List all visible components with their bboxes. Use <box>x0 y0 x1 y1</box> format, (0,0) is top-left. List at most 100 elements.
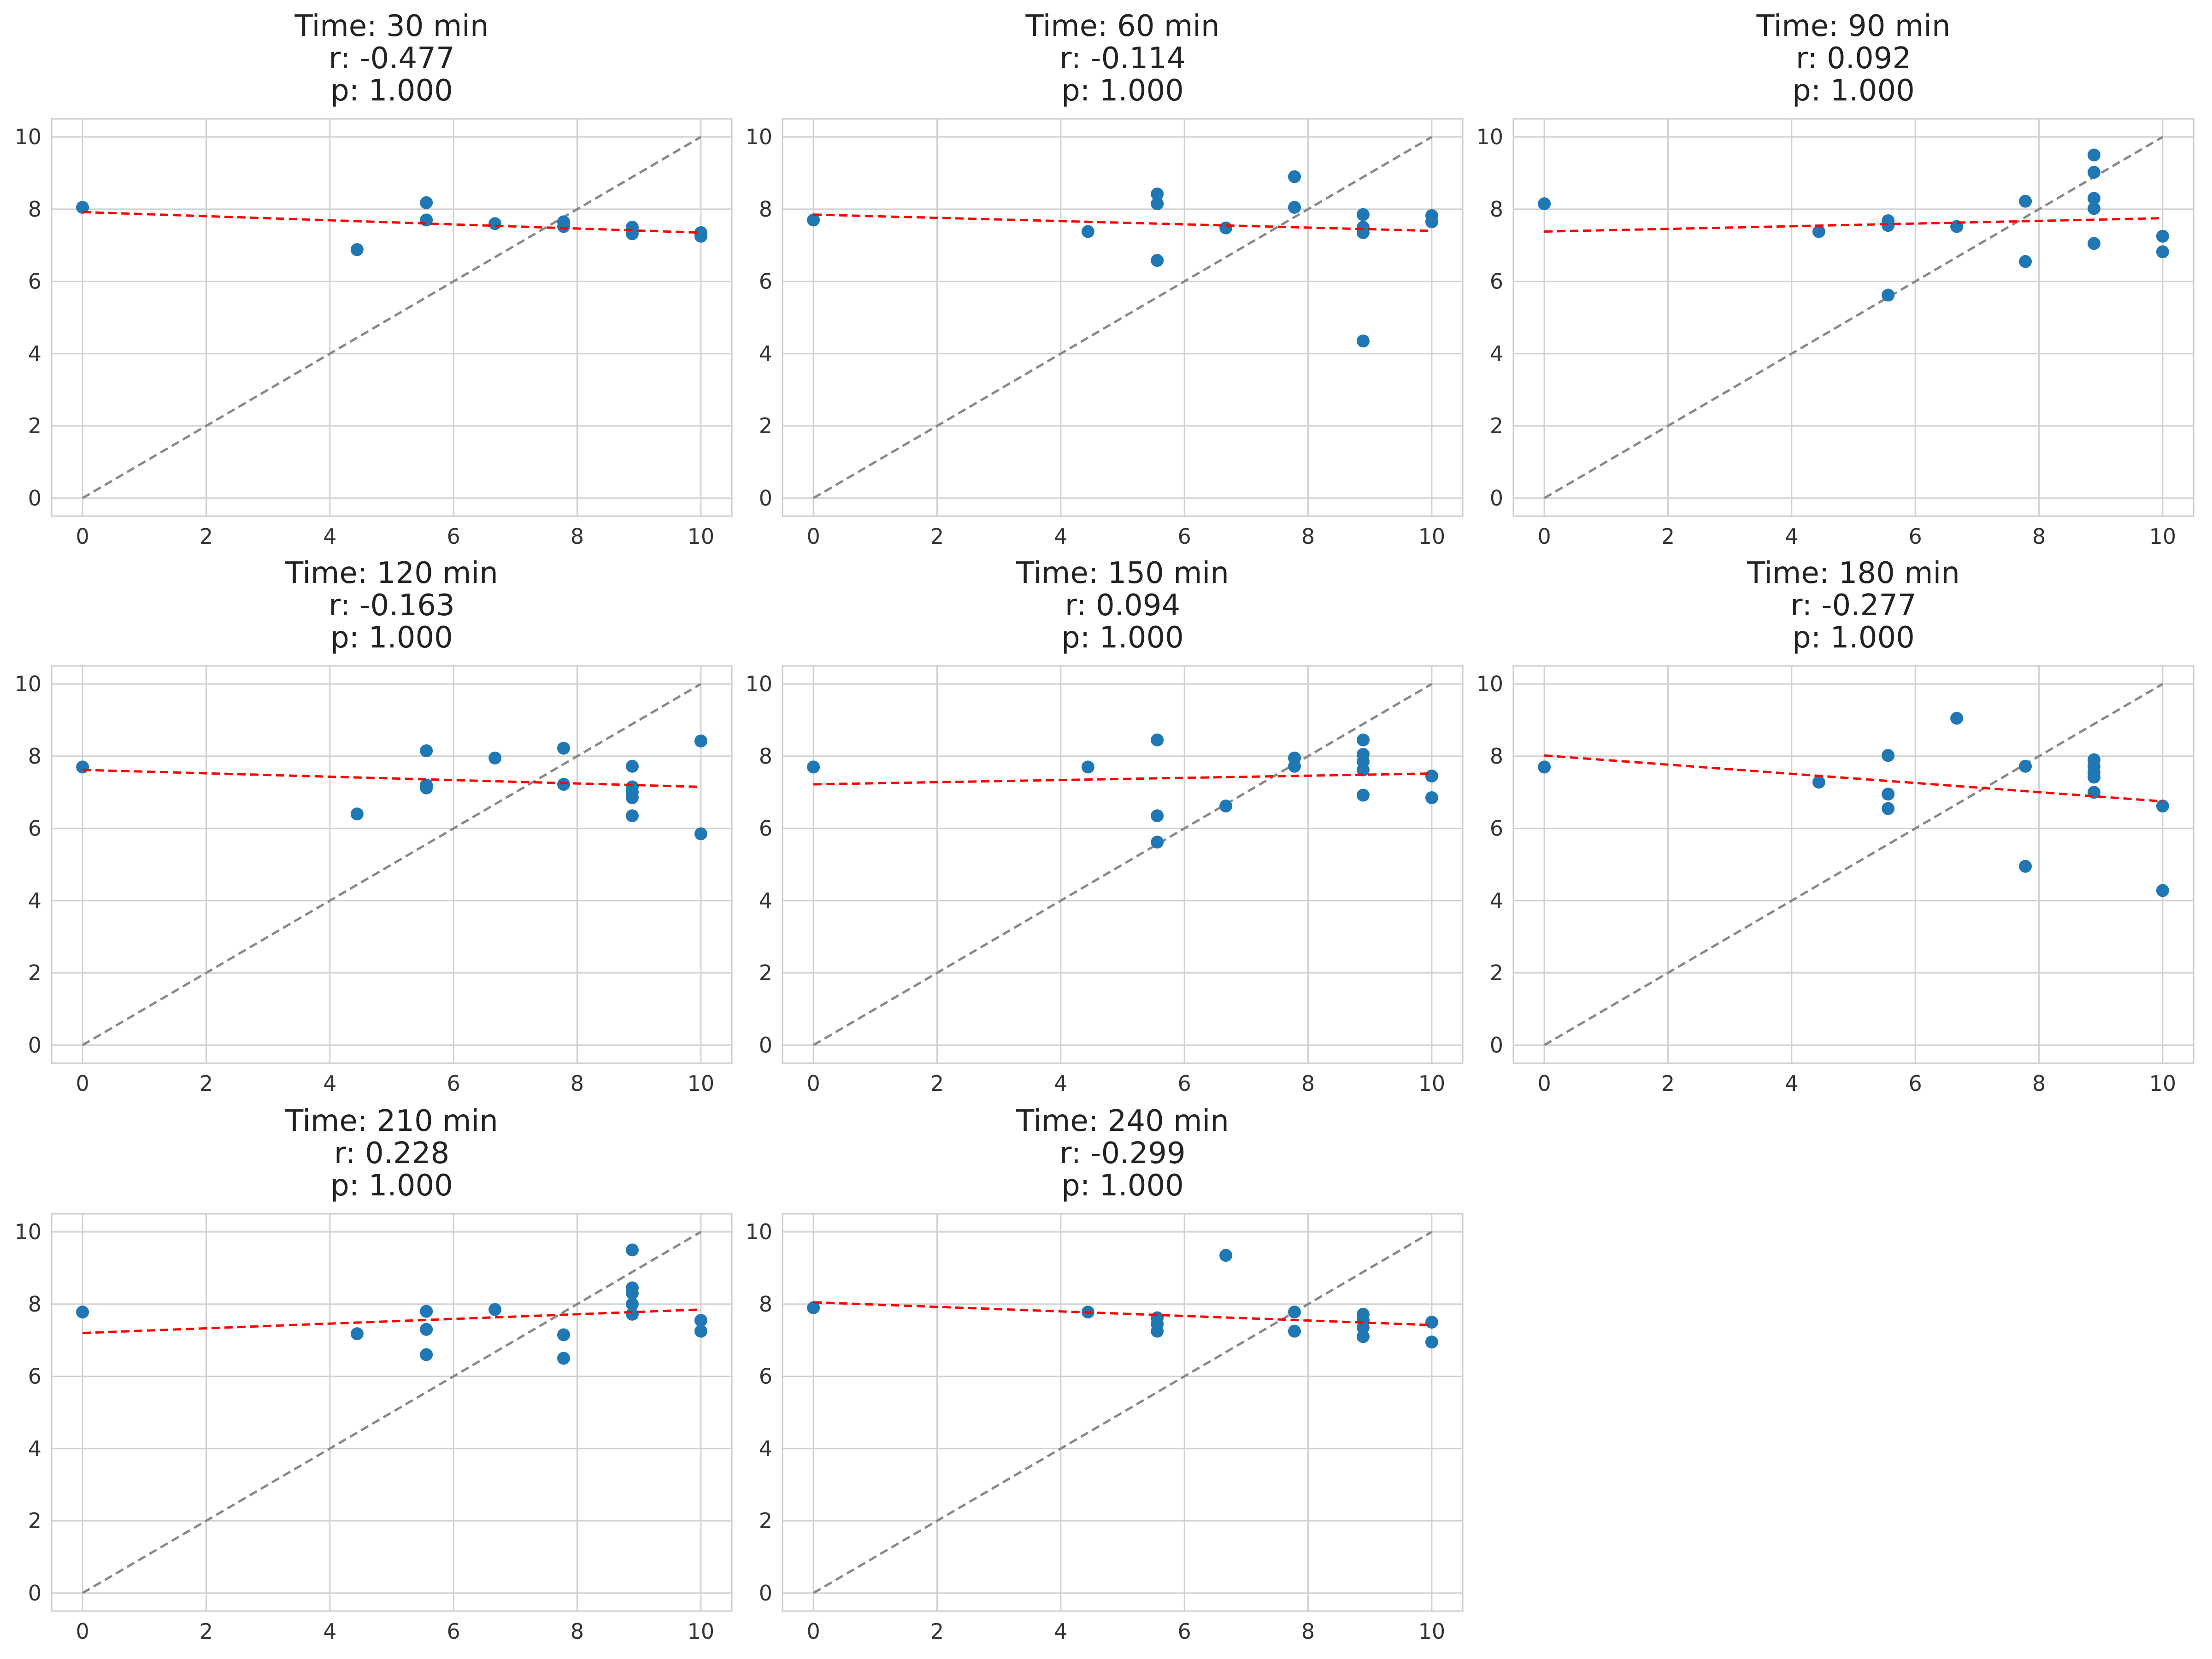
identity-line <box>1543 136 2164 499</box>
panel-title-time: Time: 60 min <box>1025 9 1220 43</box>
y-tick-label: 4 <box>28 341 41 366</box>
x-tick-label: 6 <box>1178 1071 1191 1096</box>
panel-title-r: r: 0.094 <box>1065 588 1180 623</box>
data-point <box>1425 1316 1438 1329</box>
y-tick-label: 4 <box>28 1436 41 1461</box>
data-point <box>1882 788 1895 801</box>
x-tick-label: 6 <box>1178 524 1191 549</box>
data-point <box>1288 759 1301 773</box>
data-point <box>420 744 433 758</box>
x-tick-label: 4 <box>323 1071 336 1096</box>
x-tick-label: 2 <box>930 524 944 549</box>
data-point <box>1288 1306 1301 1319</box>
data-point <box>557 741 571 755</box>
y-tick-label: 4 <box>759 888 772 913</box>
y-tick-label: 2 <box>28 960 41 985</box>
fit-line <box>813 772 1432 786</box>
data-point <box>76 1306 89 1319</box>
fit-line <box>1544 754 2163 803</box>
x-tick-label: 0 <box>806 524 820 549</box>
data-point <box>694 734 707 747</box>
data-point <box>1356 1321 1370 1334</box>
y-tick-label: 2 <box>28 413 41 438</box>
data-point <box>1219 221 1233 235</box>
data-point <box>1425 791 1438 805</box>
y-tick-label: 6 <box>28 816 41 841</box>
data-point <box>2019 759 2032 773</box>
identity-line <box>82 136 702 499</box>
data-point <box>2156 229 2169 243</box>
x-tick-label: 8 <box>571 524 584 549</box>
data-point <box>1356 733 1370 747</box>
panel-title-r: r: -0.114 <box>1059 41 1185 76</box>
panel-title-r: r: -0.163 <box>329 588 454 623</box>
data-point <box>350 243 364 256</box>
x-tick-label: 6 <box>447 1071 460 1096</box>
data-point <box>625 1307 639 1321</box>
y-tick-label: 6 <box>759 816 772 841</box>
data-point <box>1356 1330 1370 1343</box>
x-tick-label: 8 <box>2032 1071 2046 1096</box>
data-point <box>1219 1249 1233 1262</box>
y-tick-label: 0 <box>1490 1033 1503 1058</box>
data-point <box>694 1314 707 1327</box>
panel-title-p: p: 1.000 <box>330 1169 453 1203</box>
x-tick-label: 8 <box>1301 524 1315 549</box>
identity-line <box>812 136 1433 499</box>
panel-title-r: r: -0.299 <box>1059 1136 1185 1171</box>
data-point <box>1950 712 1964 725</box>
y-tick-label: 0 <box>759 486 772 511</box>
data-point <box>1356 763 1370 777</box>
panel-title-p: p: 1.000 <box>330 621 453 655</box>
data-point <box>488 751 502 765</box>
y-tick-label: 0 <box>28 1581 41 1606</box>
data-point <box>488 1303 502 1316</box>
data-point <box>350 807 364 821</box>
axes-frame <box>782 1213 1464 1612</box>
y-tick-label: 8 <box>759 744 772 769</box>
x-tick-label: 6 <box>1909 524 1922 549</box>
x-tick-label: 8 <box>1301 1071 1315 1096</box>
data-point <box>1219 800 1233 813</box>
x-tick-label: 6 <box>447 1619 460 1644</box>
y-tick-label: 2 <box>759 1508 772 1533</box>
y-tick-label: 8 <box>28 1292 41 1317</box>
x-tick-label: 10 <box>1418 1071 1446 1096</box>
data-point <box>1538 197 1551 211</box>
data-point <box>2087 148 2100 162</box>
data-point <box>1356 788 1370 802</box>
panel-title-time: Time: 30 min <box>294 9 489 43</box>
x-tick-label: 6 <box>1178 1619 1191 1644</box>
data-point <box>1288 200 1301 214</box>
y-tick-label: 4 <box>1490 341 1503 366</box>
panel-title-time: Time: 240 min <box>1016 1104 1229 1138</box>
data-point <box>625 809 639 823</box>
data-point <box>2156 884 2169 897</box>
data-point <box>557 1328 571 1341</box>
data-point <box>2156 800 2169 813</box>
data-point <box>76 760 89 774</box>
x-tick-label: 10 <box>688 524 715 549</box>
data-point <box>2019 859 2032 873</box>
data-point <box>694 827 707 841</box>
data-point <box>1288 1324 1301 1338</box>
data-point <box>1151 1324 1164 1338</box>
panel-title-p: p: 1.000 <box>330 74 453 108</box>
axes-frame <box>51 1213 733 1612</box>
data-point <box>420 196 433 209</box>
data-point <box>625 1243 639 1257</box>
data-point <box>1425 770 1438 783</box>
data-point <box>420 1348 433 1361</box>
data-point <box>557 220 571 233</box>
data-point <box>1151 187 1164 200</box>
data-point <box>625 791 639 805</box>
identity-line <box>812 683 1433 1046</box>
panel-title-time: Time: 210 min <box>285 1104 498 1138</box>
data-point <box>807 1301 820 1314</box>
fit-line <box>82 211 701 234</box>
data-point <box>420 781 433 794</box>
data-point <box>1812 776 1825 789</box>
data-point <box>1882 749 1895 762</box>
